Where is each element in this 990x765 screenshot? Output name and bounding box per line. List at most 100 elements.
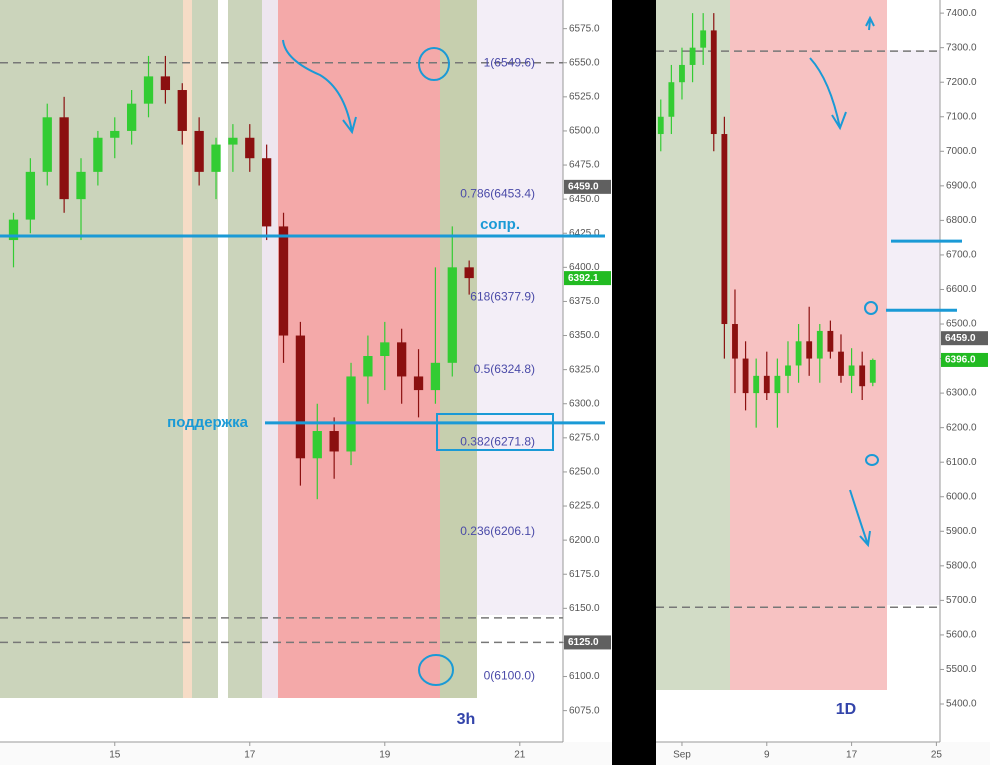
y-tick-label: 7100.0 (946, 111, 977, 122)
candle-body (211, 144, 221, 172)
zone (262, 0, 278, 698)
zone (440, 0, 477, 698)
x-axis-band (0, 742, 612, 765)
arrow (282, 39, 357, 135)
candle-body (160, 76, 171, 91)
zone (192, 0, 218, 698)
timeframe-label: 1D (836, 701, 856, 718)
candle-body (8, 219, 19, 241)
candle-body (668, 82, 675, 117)
box-mark (436, 413, 554, 451)
x-tick-label: 17 (244, 750, 256, 761)
candle-body (93, 137, 103, 172)
y-tick-label: 7200.0 (946, 77, 977, 88)
x-tick-label: 9 (764, 750, 770, 761)
candle-body (710, 30, 717, 135)
candle-body (859, 365, 866, 387)
divider (612, 0, 656, 765)
candle-body (785, 365, 791, 376)
y-tick-label: 6550.0 (569, 57, 600, 68)
fib-label: 0.382(6271.8) (460, 434, 535, 448)
zone (0, 0, 183, 698)
y-tick-label: 6200.0 (569, 535, 600, 546)
zone (228, 0, 262, 698)
price-tag-label: 6459.0 (945, 333, 976, 344)
y-tick-label: 7000.0 (946, 146, 977, 157)
y-tick-label: 6700.0 (946, 250, 977, 261)
y-tick-label: 5700.0 (946, 595, 977, 606)
candle-body (228, 137, 238, 145)
candle-body (295, 335, 306, 459)
price-tag-label: 6459.0 (568, 182, 599, 193)
candle-body (329, 431, 339, 452)
y-tick-label: 6200.0 (946, 422, 977, 433)
arrow (809, 57, 847, 131)
candle-body (464, 267, 474, 279)
x-tick-label: 21 (514, 750, 526, 761)
candle-body (795, 341, 802, 366)
price-tag (564, 179, 611, 194)
y-tick-label: 5500.0 (946, 664, 977, 675)
candle-body (346, 376, 356, 452)
price-tag-label: 6396.0 (945, 355, 976, 366)
y-tick-label: 6450.0 (569, 194, 600, 205)
circle-mark (864, 301, 878, 315)
zone (887, 50, 940, 605)
y-tick-label: 6075.0 (569, 705, 600, 716)
y-tick-label: 7400.0 (946, 8, 977, 19)
level-label: поддержка (167, 414, 249, 431)
price-tag (564, 635, 611, 650)
candle-body (689, 47, 696, 65)
y-tick-label: 6350.0 (569, 330, 600, 341)
price-tag (941, 331, 988, 346)
y-tick-label: 6575.0 (569, 23, 600, 34)
candle-body (679, 64, 685, 83)
candle-body (76, 171, 86, 200)
candle-body (700, 30, 707, 48)
fib-label: 0.236(6206.1) (460, 524, 535, 538)
y-tick-label: 5800.0 (946, 560, 977, 571)
y-tick-label: 5600.0 (946, 630, 977, 641)
y-tick-label: 6475.0 (569, 160, 600, 171)
candle-body (447, 267, 457, 363)
y-tick-label: 6375.0 (569, 296, 600, 307)
candle-body (763, 375, 770, 394)
y-tick-label: 6150.0 (569, 603, 600, 614)
candle-body (59, 117, 69, 200)
x-tick-label: 17 (846, 750, 858, 761)
zone (183, 0, 192, 698)
candle-body (363, 355, 373, 377)
candle-body (312, 431, 322, 459)
y-tick-label: 5900.0 (946, 526, 977, 537)
candle-body (732, 324, 738, 359)
price-tag (941, 352, 988, 367)
y-tick-label: 6325.0 (569, 364, 600, 375)
fib-label: 0.5(6324.8) (474, 362, 535, 376)
y-tick-label: 7300.0 (946, 42, 977, 53)
y-tick-label: 6225.0 (569, 501, 600, 512)
arrow (849, 489, 871, 548)
candle-body (278, 226, 289, 336)
price-tag-label: 6392.1 (568, 273, 599, 284)
candle-body (25, 171, 36, 220)
zone (477, 0, 563, 615)
candle-body (126, 103, 137, 131)
y-tick-label: 6600.0 (946, 284, 977, 295)
y-tick-label: 6275.0 (569, 432, 600, 443)
x-axis-band (656, 742, 990, 765)
y-tick-label: 6900.0 (946, 180, 977, 191)
y-tick-label: 6300.0 (946, 388, 977, 399)
candle-body (177, 90, 187, 131)
candle-body (657, 116, 664, 135)
candle-body (110, 130, 120, 138)
candle-body (143, 76, 154, 104)
candle-body (753, 375, 760, 394)
candle-body (42, 117, 52, 172)
marks: 6075.0 6100.0 6125.0 6150.0 6175.0 6200.0 6225… (0, 8, 988, 761)
candle-body (380, 342, 390, 356)
price-tag (564, 271, 611, 286)
timeframe-label: 3h (457, 711, 476, 728)
candle-body (262, 158, 272, 227)
candle-body (806, 341, 813, 359)
